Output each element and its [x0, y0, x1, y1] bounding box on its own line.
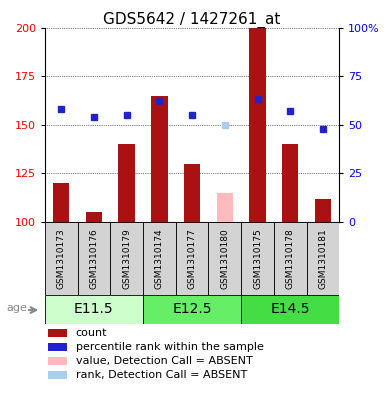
Bar	[307, 222, 339, 295]
Bar	[48, 343, 67, 351]
Bar	[216, 193, 233, 222]
Bar	[241, 222, 274, 295]
Text: GSM1310178: GSM1310178	[286, 228, 295, 289]
Text: E11.5: E11.5	[74, 303, 114, 316]
Bar	[282, 144, 298, 222]
Text: count: count	[76, 329, 107, 338]
Text: GSM1310173: GSM1310173	[57, 228, 66, 289]
Text: GSM1310180: GSM1310180	[220, 228, 229, 289]
Bar	[241, 295, 339, 324]
Bar	[176, 222, 208, 295]
Bar	[315, 199, 331, 222]
Title: GDS5642 / 1427261_at: GDS5642 / 1427261_at	[103, 11, 281, 28]
Text: GSM1310179: GSM1310179	[122, 228, 131, 289]
Text: rank, Detection Call = ABSENT: rank, Detection Call = ABSENT	[76, 370, 247, 380]
Text: E12.5: E12.5	[172, 303, 212, 316]
Bar	[48, 357, 67, 365]
Bar	[249, 28, 266, 222]
Text: age: age	[7, 303, 28, 313]
Text: GSM1310181: GSM1310181	[319, 228, 328, 289]
Bar	[86, 212, 102, 222]
Text: E14.5: E14.5	[271, 303, 310, 316]
Text: GSM1310175: GSM1310175	[253, 228, 262, 289]
Text: GSM1310174: GSM1310174	[155, 228, 164, 289]
Text: GSM1310176: GSM1310176	[89, 228, 98, 289]
Bar	[184, 163, 200, 222]
Bar	[45, 222, 78, 295]
Text: GSM1310177: GSM1310177	[188, 228, 197, 289]
Bar	[208, 222, 241, 295]
Bar	[78, 222, 110, 295]
Bar	[48, 329, 67, 337]
Bar	[274, 222, 307, 295]
Text: value, Detection Call = ABSENT: value, Detection Call = ABSENT	[76, 356, 252, 366]
Bar	[143, 222, 176, 295]
Text: percentile rank within the sample: percentile rank within the sample	[76, 342, 264, 353]
Bar	[151, 95, 168, 222]
Bar	[45, 295, 143, 324]
Bar	[119, 144, 135, 222]
Bar	[48, 371, 67, 379]
Bar	[143, 295, 241, 324]
Bar	[110, 222, 143, 295]
Bar	[53, 183, 69, 222]
